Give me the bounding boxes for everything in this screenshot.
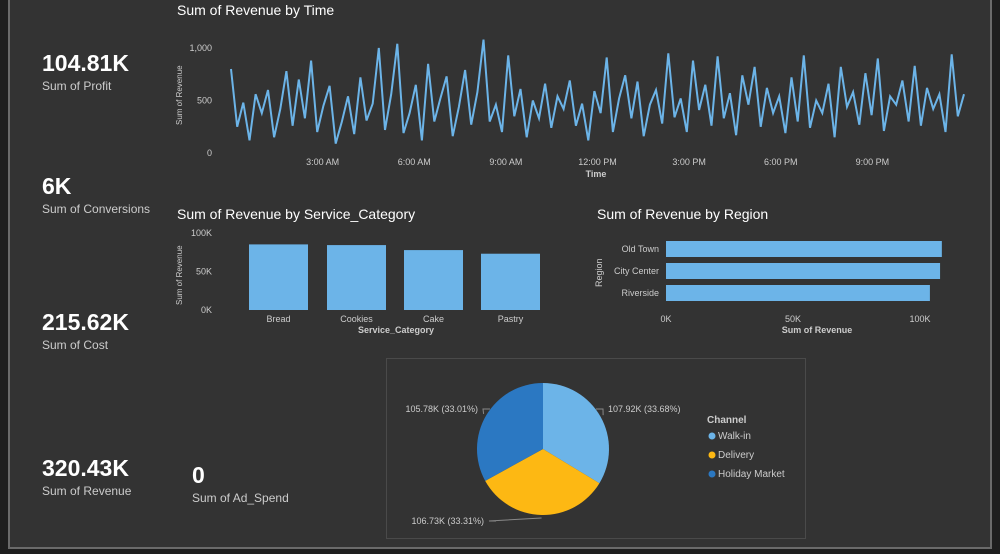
x-tick-label: 12:00 PM [578, 157, 617, 167]
bar-region [666, 263, 941, 279]
bar-cookies [327, 245, 386, 310]
bar-chart-title: Sum of Revenue by Service_Category [177, 206, 416, 222]
leader-line [482, 408, 490, 414]
kpi-cost[interactable]: 215.62K Sum of Cost [42, 309, 129, 352]
y-tick-label: Riverside [621, 288, 659, 298]
x-axis-title: Service_Category [358, 325, 434, 335]
bar-bread [249, 244, 308, 310]
legend-title: Channel [707, 415, 747, 426]
x-tick-label: Cake [423, 314, 444, 324]
legend-marker-icon [708, 470, 716, 478]
pie-slice-walk-in [543, 383, 609, 484]
x-tick-label: Pastry [498, 314, 524, 324]
legend-item: Walk-in [718, 431, 751, 442]
kpi-ad-spend[interactable]: 0 Sum of Ad_Spend [192, 462, 289, 505]
leader-line [596, 408, 604, 416]
x-tick-label: 0K [660, 314, 671, 324]
pie-slice-delivery [485, 449, 600, 515]
bar-cake [404, 250, 463, 310]
y-tick-label: 0K [201, 305, 212, 315]
kpi-label: Sum of Profit [42, 79, 112, 93]
x-tick-label: 6:00 AM [398, 157, 431, 167]
x-axis-title: Time [586, 169, 607, 179]
region-chart-title: Sum of Revenue by Region [597, 206, 769, 222]
y-tick-label: 50K [196, 267, 212, 277]
legend-item: Delivery [718, 450, 754, 461]
x-tick-label: Bread [266, 314, 290, 324]
y-axis-title: Sum of Revenue [175, 245, 184, 305]
pie-chart-panel[interactable] [386, 358, 806, 539]
x-tick-label: 9:00 PM [856, 157, 890, 167]
kpi-label: Sum of Revenue [42, 484, 132, 498]
data-label: 107.92K (33.68%) [608, 404, 681, 414]
y-tick-label: 1,000 [189, 43, 212, 53]
kpi-conversions[interactable]: 6K Sum of Conversions [42, 173, 150, 216]
x-tick-label: 3:00 PM [672, 157, 706, 167]
x-tick-label: 3:00 AM [306, 157, 339, 167]
kpi-label: Sum of Conversions [42, 202, 151, 216]
x-tick-label: 100K [909, 314, 930, 324]
legend-marker-icon [708, 432, 716, 440]
bar-region [666, 285, 930, 301]
kpi-value: 0 [192, 462, 205, 488]
kpi-label: Sum of Cost [42, 338, 109, 352]
kpi-value: 215.62K [42, 309, 129, 335]
y-tick-label: 100K [191, 228, 212, 238]
kpi-value: 104.81K [42, 50, 129, 76]
bar-region [666, 241, 942, 257]
legend-item: Holiday Market [718, 469, 785, 480]
y-axis-title: Region [594, 258, 604, 287]
kpi-value: 6K [42, 173, 72, 199]
x-tick-label: Cookies [340, 314, 373, 324]
kpi-profit[interactable]: 104.81K Sum of Profit [42, 50, 129, 93]
y-tick-label: Old Town [622, 244, 659, 254]
y-axis-title: Sum of Revenue [175, 65, 184, 125]
leader-line [488, 517, 542, 522]
kpi-revenue[interactable]: 320.43K Sum of Revenue [42, 455, 131, 498]
pie-slice-holiday-market [477, 383, 543, 481]
revenue-line [230, 39, 965, 144]
data-label: 105.78K (33.01%) [405, 404, 478, 414]
legend-marker-icon [708, 451, 716, 459]
kpi-label: Sum of Ad_Spend [192, 491, 289, 505]
x-axis-title: Sum of Revenue [782, 325, 853, 335]
y-tick-label: City Center [614, 266, 659, 276]
y-tick-label: 0 [207, 148, 212, 158]
x-tick-label: 6:00 PM [764, 157, 798, 167]
bar-pastry [481, 253, 540, 310]
line-chart-title: Sum of Revenue by Time [177, 2, 335, 18]
x-tick-label: 50K [785, 314, 801, 324]
kpi-value: 320.43K [42, 455, 129, 481]
y-tick-label: 500 [197, 96, 212, 106]
x-tick-label: 9:00 AM [489, 157, 522, 167]
data-label: 106.73K (33.31%) [411, 516, 484, 526]
